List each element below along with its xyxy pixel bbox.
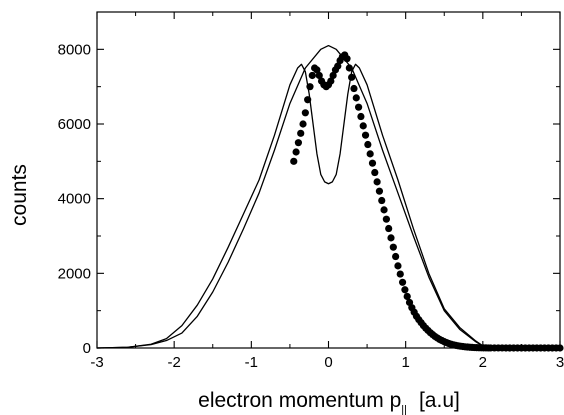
x-tick-label: 1 [401,354,409,371]
y-tick-label: 8000 [58,41,91,58]
data-point [392,252,400,261]
data-point [315,71,323,80]
data-point [313,66,321,74]
x-tick-label: -1 [245,354,258,371]
data-point [359,122,367,130]
x-axis-label: electron momentum p|| [a.u] [198,389,460,415]
data-point [327,77,335,85]
data-point [348,73,356,81]
x-axis-label-subscript: || [401,404,407,415]
data-point [378,196,386,205]
data-point [290,157,298,165]
data-point [297,129,305,137]
x-tick-label: -2 [167,354,180,371]
x-tick-label: 2 [479,354,487,371]
data-point [403,292,411,301]
data-point [401,286,409,294]
data-point [355,103,363,111]
series-group [96,44,564,352]
data-point [366,150,374,158]
data-point [299,120,307,128]
y-axis-label: counts [8,164,31,226]
data-point [398,278,407,286]
data-point [292,148,300,156]
data-point [371,168,379,177]
data-point [345,64,353,72]
data-point [357,112,365,121]
data-point [396,270,404,278]
data-point [352,94,360,102]
data-point [343,55,351,63]
data-point [380,206,388,214]
x-tick-label: 0 [324,354,332,371]
data-point [373,178,381,186]
data-point [334,62,342,70]
x-tick-label: 3 [556,354,564,371]
data-point [308,71,316,80]
plot-frame [96,11,561,349]
data-point [350,84,358,93]
data-point [361,131,370,139]
data-point [306,83,314,91]
y-tick-label: 6000 [58,116,91,133]
y-tick-label: 2000 [58,265,91,282]
data-point [301,109,309,117]
axis-ticks [96,12,561,349]
x-axis-label-unit: [a.u] [419,389,460,412]
data-point [329,71,337,80]
x-tick-label: -3 [90,354,103,371]
data-point [375,187,384,195]
series-line-1 [96,63,560,349]
axis-tick-labels: -3 -2 -1 0 1 2 3 0 2000 4000 6000 8000 [58,41,564,371]
data-point [394,262,402,270]
data-point [364,140,372,149]
data-point [382,215,390,223]
data-point [294,139,302,147]
x-axis-label-main: electron momentum p [198,389,401,412]
data-point [556,344,564,352]
data-point [368,159,377,167]
y-tick-label: 0 [83,340,91,357]
data-point [304,96,312,104]
data-point [387,234,395,242]
data-point [389,243,397,251]
data-point [385,224,393,233]
y-tick-label: 4000 [58,191,91,208]
series-line-2 [96,44,560,349]
